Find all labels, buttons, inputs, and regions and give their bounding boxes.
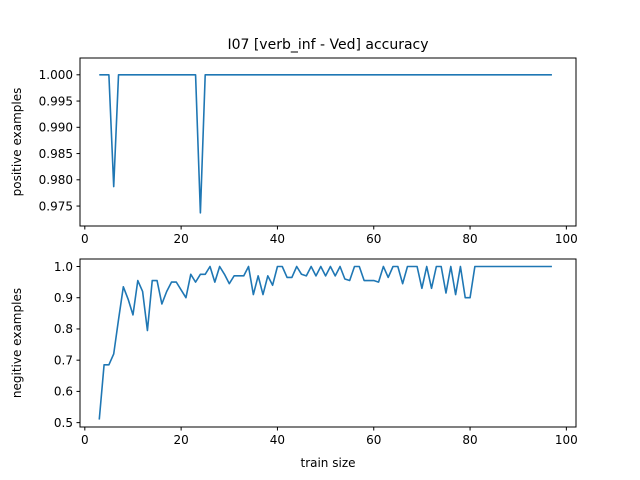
x-tick-label: 20 bbox=[173, 433, 188, 447]
x-tick-label: 40 bbox=[270, 232, 285, 246]
series-line bbox=[98, 265, 552, 420]
y-tick-label: 0.9 bbox=[54, 291, 73, 305]
y-tick-label: 0.990 bbox=[39, 121, 73, 135]
y-tick-label: 0.5 bbox=[54, 416, 73, 430]
y-axis-label: positive examples bbox=[10, 88, 24, 197]
y-tick-label: 0.985 bbox=[39, 147, 73, 161]
x-tick-label: 80 bbox=[462, 232, 477, 246]
y-tick-label: 0.995 bbox=[39, 94, 73, 108]
x-tick-label: 60 bbox=[366, 433, 381, 447]
axes-frame bbox=[79, 258, 577, 428]
x-tick-label: 60 bbox=[366, 232, 381, 246]
y-tick-label: 1.0 bbox=[54, 260, 73, 274]
y-tick-label: 1.000 bbox=[39, 68, 73, 82]
y-tick-label: 0.6 bbox=[54, 385, 73, 399]
bottom-panel: 0 20 40 60 80 100 0.5 0.6 0.7 0.8 0.9 1.0 negitive e… bbox=[10, 258, 578, 470]
y-tick-label: 0.980 bbox=[39, 173, 73, 187]
x-tick-label: 0 bbox=[81, 433, 89, 447]
x-tick-label: 100 bbox=[555, 232, 578, 246]
chart-title: I07 [verb_inf - Ved] accuracy bbox=[227, 37, 428, 53]
x-axis-label: train size bbox=[300, 456, 355, 470]
x-tick-label: 100 bbox=[555, 433, 578, 447]
y-tick-label: 0.975 bbox=[39, 199, 73, 213]
y-axis-label: negitive examples bbox=[10, 288, 24, 398]
y-tick-label: 0.7 bbox=[54, 353, 73, 367]
x-tick-label: 20 bbox=[173, 232, 188, 246]
x-tick-label: 40 bbox=[270, 433, 285, 447]
axes-frame bbox=[79, 57, 577, 227]
x-tick-label: 0 bbox=[81, 232, 89, 246]
y-tick-label: 0.8 bbox=[54, 322, 73, 336]
x-tick-label: 80 bbox=[462, 433, 477, 447]
top-panel: 0 20 40 60 80 100 0.975 0.980 0.985 0.990 0.995 1.0… bbox=[10, 57, 578, 246]
series-line bbox=[99, 74, 552, 214]
